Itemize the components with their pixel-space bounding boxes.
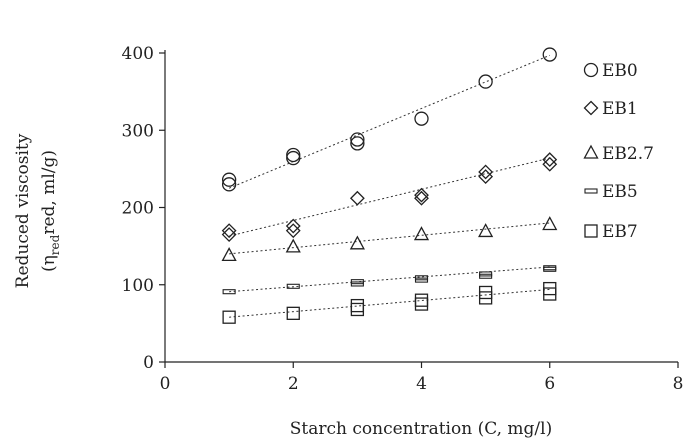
- point-eb1: [542, 152, 558, 168]
- point-eb2-7: [221, 247, 237, 262]
- point-eb7: [414, 293, 429, 307]
- legend-marker-eb5: [584, 188, 598, 194]
- point-eb7: [414, 297, 429, 311]
- legend-label-eb7: EB7: [602, 222, 638, 242]
- legend-marker-eb0: [583, 62, 599, 78]
- point-eb1: [478, 164, 494, 180]
- point-eb5: [222, 289, 236, 295]
- point-eb7: [543, 281, 557, 296]
- legend-marker-eb2-7: [583, 144, 599, 159]
- point-eb1: [221, 223, 237, 239]
- point-eb2-7: [542, 216, 558, 231]
- point-eb5: [479, 271, 493, 277]
- point-eb2-7: [349, 235, 365, 250]
- y-axis-title-suffix: red, ml/g): [39, 150, 59, 235]
- point-eb0: [221, 177, 237, 192]
- point-eb7: [350, 302, 365, 317]
- y-axis-title-subscript: red: [48, 234, 62, 255]
- data-points: [221, 47, 558, 324]
- point-eb0: [542, 47, 557, 62]
- fit-line: [229, 266, 550, 293]
- x-tick-label: 6: [544, 374, 555, 394]
- fit-line: [229, 222, 550, 255]
- point-eb1: [285, 223, 301, 239]
- legend-label-eb0: EB0: [602, 61, 638, 81]
- axes: 0 2 4 6 8 0 100 200 300 400: [122, 44, 684, 394]
- fit-line: [229, 288, 550, 318]
- point-eb1: [542, 156, 558, 172]
- y-axis-title-line1: Reduced viscosity: [13, 133, 33, 288]
- y-tick-label: 300: [122, 121, 154, 141]
- point-eb0: [221, 172, 237, 187]
- legend-label-eb2-7: EB2.7: [602, 144, 654, 164]
- point-eb1: [285, 218, 301, 234]
- point-eb7: [222, 310, 236, 324]
- point-eb0: [478, 74, 493, 89]
- y-tick-label: 100: [122, 276, 154, 296]
- point-eb5: [286, 283, 300, 289]
- fit-line: [229, 157, 550, 237]
- fit-line: [228, 54, 550, 189]
- point-eb1: [414, 190, 429, 206]
- point-eb0: [286, 147, 301, 163]
- y-tick-label: 200: [122, 199, 154, 219]
- legend-marker-eb7: [584, 224, 598, 238]
- legend-label-eb5: EB5: [602, 182, 638, 202]
- x-tick-label: 2: [288, 374, 299, 394]
- point-eb1: [349, 190, 365, 206]
- y-axis-title-line2: (ηredred, ml/g): [39, 150, 62, 272]
- point-eb0: [350, 132, 365, 147]
- legend-marker-eb1: [583, 100, 599, 116]
- y-axis-title-prefix: (η: [39, 255, 59, 272]
- point-eb7: [478, 285, 493, 300]
- point-eb5: [543, 265, 557, 271]
- y-tick-label: 400: [122, 44, 154, 64]
- legend: EB0 EB1 EB2.7 EB5 EB7: [583, 61, 654, 242]
- x-axis-title: Starch concentration (C, mg/l): [290, 419, 552, 439]
- point-eb5: [350, 279, 364, 285]
- point-eb1: [414, 187, 429, 203]
- y-axis-title: Reduced viscosity (ηredred, ml/g): [13, 133, 62, 288]
- y-tick-label: 0: [143, 353, 154, 373]
- point-eb7: [286, 306, 300, 320]
- point-eb2-7: [285, 238, 301, 253]
- x-tick-label: 4: [416, 374, 427, 394]
- fit-lines: [228, 54, 550, 318]
- point-eb1: [478, 169, 494, 185]
- point-eb0: [350, 136, 365, 151]
- legend-label-eb1: EB1: [602, 99, 638, 119]
- x-tick-label: 8: [673, 374, 684, 394]
- point-eb0: [286, 150, 301, 166]
- point-eb7: [350, 298, 365, 313]
- point-eb2-7: [478, 223, 494, 238]
- point-eb0: [414, 111, 429, 126]
- x-tick-label: 0: [160, 374, 171, 394]
- point-eb2-7: [413, 226, 430, 241]
- point-eb5: [414, 275, 429, 281]
